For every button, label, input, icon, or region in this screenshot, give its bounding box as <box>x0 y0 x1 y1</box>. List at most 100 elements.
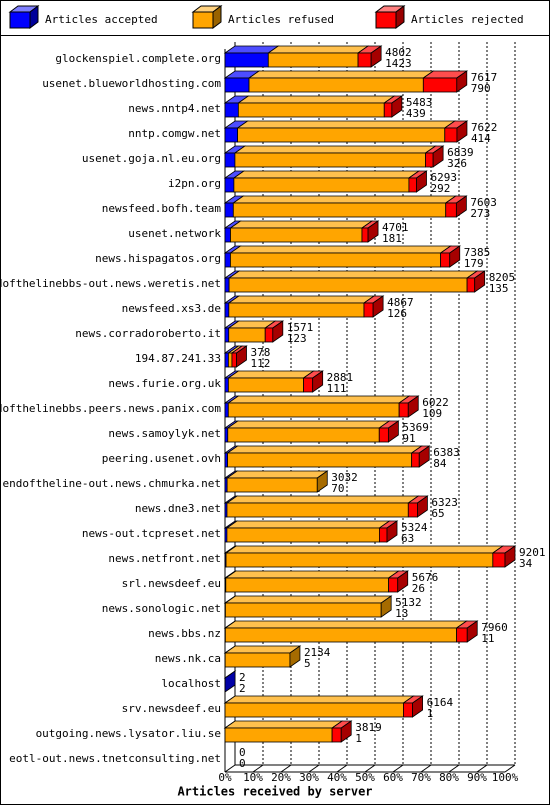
bar <box>440 252 451 268</box>
y-tick-label: peering.usenet.ovh <box>102 452 221 465</box>
bar-side <box>456 70 468 93</box>
y-tick-label: endofthelinebbs-out.news.weretis.net <box>0 277 221 290</box>
value-label-total: 9201 <box>519 546 546 559</box>
bar <box>225 577 389 593</box>
bar <box>228 352 233 368</box>
tick-mark <box>224 764 236 773</box>
y-tick-label: outgoing.news.lysator.liu.se <box>36 727 221 740</box>
bar-side <box>340 720 352 743</box>
x-tick-label: 50% <box>355 771 375 784</box>
bar-side <box>456 120 468 143</box>
tick-mark <box>448 764 460 773</box>
bar <box>224 227 231 243</box>
bar-side <box>417 495 428 518</box>
bar-top <box>225 470 329 479</box>
value-label-accepted: 84 <box>433 457 447 470</box>
legend-label: Articles accepted <box>45 13 158 26</box>
value-label-total: 2134 <box>304 646 331 659</box>
value-label-total: 6164 <box>427 696 454 709</box>
value-label-total: 6383 <box>433 446 460 459</box>
bar <box>224 427 229 443</box>
value-label-accepted: 26 <box>412 582 425 595</box>
bar <box>466 277 476 293</box>
bar-side <box>224 670 236 693</box>
tick-mark <box>504 764 516 773</box>
tick-mark <box>336 764 348 773</box>
bar <box>233 177 410 193</box>
bar <box>227 427 380 443</box>
bar <box>445 202 457 218</box>
bar-side <box>272 320 284 343</box>
bar <box>224 327 230 343</box>
value-label-total: 3819 <box>355 721 382 734</box>
bar <box>224 102 239 118</box>
value-label-total: 5483 <box>406 96 433 109</box>
bar <box>361 227 369 243</box>
value-label-accepted: 273 <box>470 207 490 220</box>
bar-top <box>223 645 302 654</box>
x-tick-label: 60% <box>383 771 403 784</box>
y-tick-label: news-out.tcpreset.net <box>82 527 221 540</box>
value-label-total: 2 <box>239 671 246 684</box>
y-tick-label: news.samoylyk.net <box>108 427 221 440</box>
bar-side <box>397 570 409 593</box>
bar <box>224 377 229 393</box>
value-label-total: 7960 <box>481 621 508 634</box>
bar-side <box>504 545 516 568</box>
bar-top <box>227 295 376 304</box>
tick-mark <box>420 764 432 773</box>
value-label-accepted: 123 <box>287 332 307 345</box>
bar <box>226 477 318 493</box>
value-label-accepted: 2 <box>239 682 246 695</box>
bar <box>224 602 382 618</box>
bar <box>224 77 250 93</box>
bar-top <box>224 570 400 579</box>
y-tick-label: eotl-out.news.tnetconsulting.net <box>9 752 221 765</box>
tick-mark <box>364 764 376 773</box>
legend-swatch <box>9 11 31 29</box>
bar-top <box>223 695 415 704</box>
y-tick-label: newsfeed.xs3.de <box>122 302 221 315</box>
y-tick-label: news.corradoroberto.it <box>75 327 221 340</box>
bar <box>398 402 409 418</box>
value-label-accepted: 91 <box>402 432 415 445</box>
bar <box>357 52 372 68</box>
bar-side <box>466 620 478 643</box>
x-tick-label: 100% <box>492 771 519 784</box>
bar-side <box>449 245 461 268</box>
tick-mark <box>280 764 292 773</box>
bar-side <box>289 645 301 668</box>
bar-top <box>226 420 391 429</box>
bar <box>234 152 426 168</box>
tick-mark <box>476 764 488 773</box>
bar <box>227 402 400 418</box>
y-tick-label: srl.newsdeef.eu <box>122 577 221 590</box>
value-label-accepted: 13 <box>395 607 408 620</box>
y-tick-label: srv.newsdeef.eu <box>122 702 221 715</box>
bar-side <box>412 695 423 718</box>
value-label-accepted: 326 <box>447 157 467 170</box>
y-tick-label: glockenspiel.complete.org <box>55 52 221 65</box>
bar-top <box>233 145 437 154</box>
bar <box>224 152 236 168</box>
bar-top <box>224 545 505 554</box>
value-label-accepted: 292 <box>431 182 451 195</box>
value-label-total: 6839 <box>447 146 474 159</box>
bar-side <box>455 195 467 218</box>
bar-top <box>224 595 393 604</box>
bar <box>224 277 230 293</box>
y-tick-label: nntp.comgw.net <box>128 127 221 140</box>
bar <box>224 652 291 668</box>
bar <box>378 427 389 443</box>
bar <box>267 52 359 68</box>
bar <box>226 502 409 518</box>
value-label-total: 6323 <box>431 496 458 509</box>
value-label-total: 5324 <box>401 521 428 534</box>
bar <box>425 152 434 168</box>
bar-side <box>391 95 403 118</box>
bar-top <box>223 720 344 729</box>
bar <box>237 127 446 143</box>
x-tick-label: 70% <box>411 771 431 784</box>
value-label-accepted: 65 <box>431 507 444 520</box>
